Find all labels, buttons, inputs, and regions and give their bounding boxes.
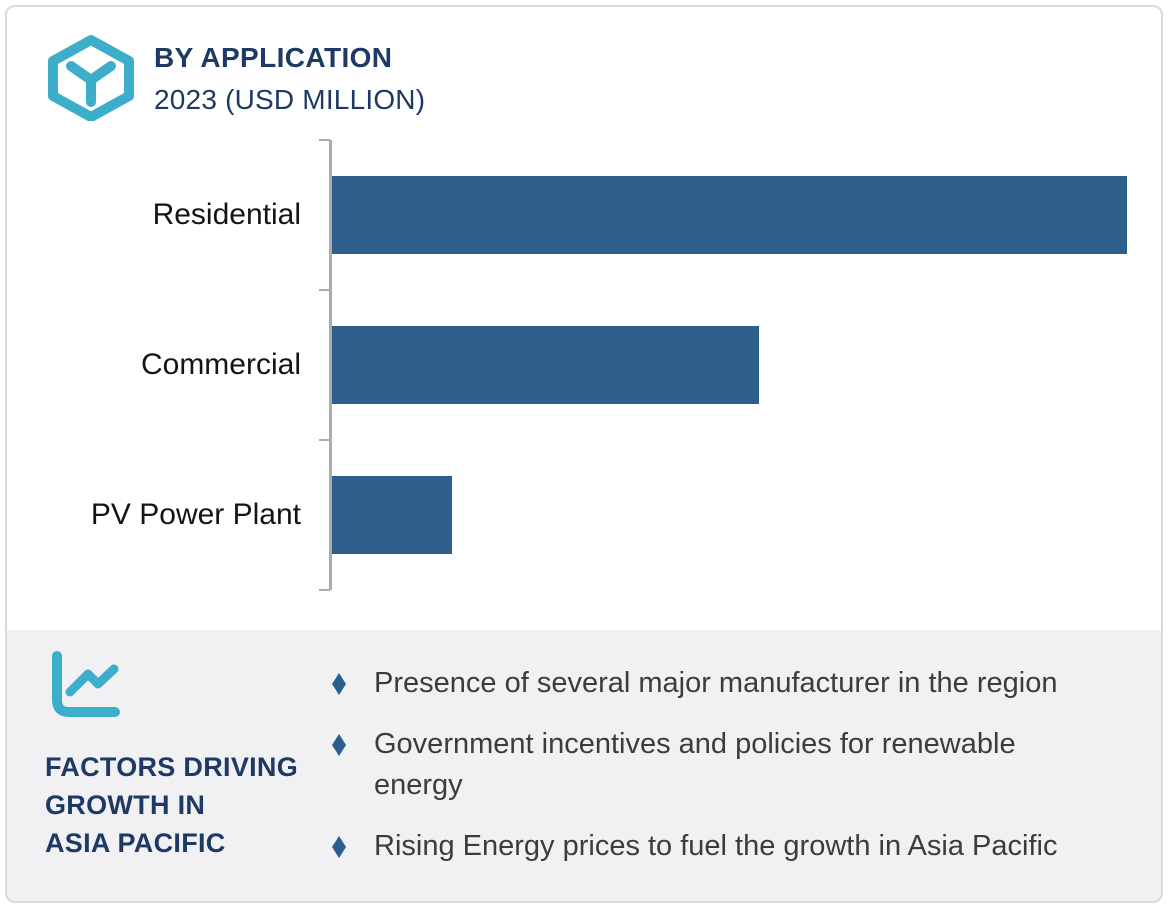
bar-track [332,290,1161,440]
axis-tick [319,139,330,141]
bar-residential [332,176,1127,254]
chart-rows: Residential Commercial PV Power Plant [7,140,1161,590]
bar-track [332,440,1161,590]
factor-text: Government incentives and policies for r… [374,728,1016,801]
hexagon-y-logo-icon [48,35,134,121]
factors-heading-line: ASIA PACIFIC [45,828,226,858]
bar-track [332,140,1161,290]
factors-heading-line: FACTORS DRIVING [45,752,299,782]
chart-row: Commercial [7,290,1161,440]
bar-chart: Residential Commercial PV Power Plant [7,139,1161,592]
bar-pv-power-plant [332,476,452,554]
axis-tick [319,439,330,441]
category-label: PV Power Plant [90,498,301,531]
factors-heading: FACTORS DRIVING GROWTH IN ASIA PACIFIC [45,748,298,862]
category-label: Commercial [140,348,301,381]
factor-text: Presence of several major manufacturer i… [374,667,1058,699]
axis-tick [319,589,330,591]
factor-item: Rising Energy prices to fuel the growth … [332,826,1147,867]
chart-row: PV Power Plant [7,440,1161,590]
infographic-card: BY APPLICATION 2023 (USD MILLION) Reside… [5,5,1163,903]
diamond-bullet-icon [332,836,346,858]
y-axis-line [329,140,332,590]
bar-commercial [332,326,759,404]
chart-title: BY APPLICATION [154,42,393,73]
axis-tick [319,289,330,291]
chart-subtitle: 2023 (USD MILLION) [154,84,426,115]
diamond-bullet-icon [332,734,346,756]
diamond-bullet-icon [332,673,346,695]
chart-row: Residential [7,140,1161,290]
line-chart-icon [52,651,120,717]
category-label: Residential [152,198,301,231]
factor-item: Presence of several major manufacturer i… [332,663,1147,704]
factor-item: Government incentives and policies for r… [332,724,1147,806]
factor-list: Presence of several major manufacturer i… [332,663,1147,887]
factors-heading-line: GROWTH IN [45,790,206,820]
factors-panel: FACTORS DRIVING GROWTH IN ASIA PACIFIC Pre… [7,630,1161,901]
factor-text: Rising Energy prices to fuel the growth … [374,830,1058,862]
